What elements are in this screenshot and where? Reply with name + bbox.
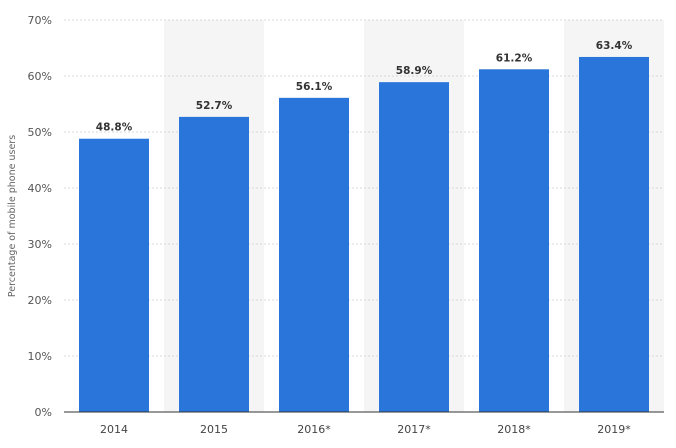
- y-tick-label: 10%: [28, 350, 52, 363]
- y-tick-label: 40%: [28, 182, 52, 195]
- bar: [279, 97, 349, 412]
- y-tick-label: 50%: [28, 126, 52, 139]
- data-label: 52.7%: [196, 100, 233, 112]
- bar: [379, 82, 449, 412]
- data-label: 56.1%: [296, 81, 333, 93]
- y-tick-label: 70%: [28, 14, 52, 27]
- y-tick-label: 20%: [28, 294, 52, 307]
- bar: [79, 138, 149, 412]
- bar: [479, 69, 549, 412]
- data-label: 48.8%: [96, 122, 133, 134]
- y-tick-label: 30%: [28, 238, 52, 251]
- x-tick-label: 2017*: [397, 423, 431, 436]
- x-tick-label: 2015: [200, 423, 228, 436]
- bar: [179, 116, 249, 412]
- y-tick-label: 60%: [28, 70, 52, 83]
- bars: [79, 56, 649, 413]
- data-label: 58.9%: [396, 65, 433, 77]
- data-labels: 48.8% 52.7% 56.1% 58.9% 61.2% 63.4%: [96, 40, 633, 134]
- x-tick-label: 2018*: [497, 423, 531, 436]
- x-tick-label: 2016*: [297, 423, 331, 436]
- gridlines: [64, 19, 664, 357]
- bar: [579, 56, 649, 413]
- x-axis-labels: 2014 2015 2016* 2017* 2018* 2019*: [100, 423, 631, 436]
- data-label: 63.4%: [596, 40, 633, 52]
- y-axis-title: Percentage of mobile phone users: [7, 135, 18, 297]
- y-axis-ticks: 0% 10% 20% 30% 40% 50% 60% 70%: [28, 14, 52, 419]
- y-tick-label: 0%: [35, 406, 52, 419]
- x-tick-label: 2014: [100, 423, 128, 436]
- data-label: 61.2%: [496, 52, 533, 64]
- x-tick-label: 2019*: [597, 423, 631, 436]
